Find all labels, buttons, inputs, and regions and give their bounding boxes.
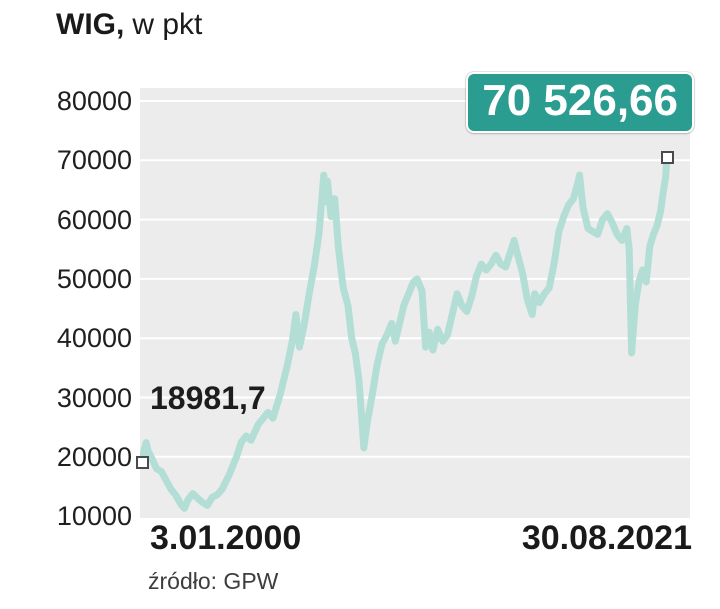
start-point-marker — [136, 456, 149, 469]
x-axis-label-end: 30.08.2021 — [521, 519, 692, 557]
chart-title: WIG, w pkt — [56, 8, 202, 42]
y-tick-label: 60000 — [56, 205, 132, 235]
end-point-marker — [661, 151, 674, 164]
y-tick-label: 10000 — [56, 501, 132, 531]
line-chart-plot — [140, 88, 690, 518]
chart-title-unit: w pkt — [132, 8, 203, 41]
end-value-badge: 70 526,66 — [466, 72, 694, 133]
source-note: źródło: GPW — [148, 568, 279, 594]
y-tick-label: 40000 — [56, 323, 132, 353]
x-axis-label-start: 3.01.2000 — [150, 519, 302, 557]
chart-title-main: WIG, — [56, 8, 125, 41]
plot-background — [140, 88, 690, 518]
wig-series-line — [140, 153, 671, 512]
y-tick-label: 20000 — [56, 442, 132, 472]
start-value-annotation: 18981,7 — [150, 380, 266, 416]
y-tick-label: 50000 — [56, 264, 132, 294]
y-tick-label: 30000 — [56, 383, 132, 413]
y-tick-label: 80000 — [56, 86, 132, 116]
y-tick-label: 70000 — [56, 145, 132, 175]
